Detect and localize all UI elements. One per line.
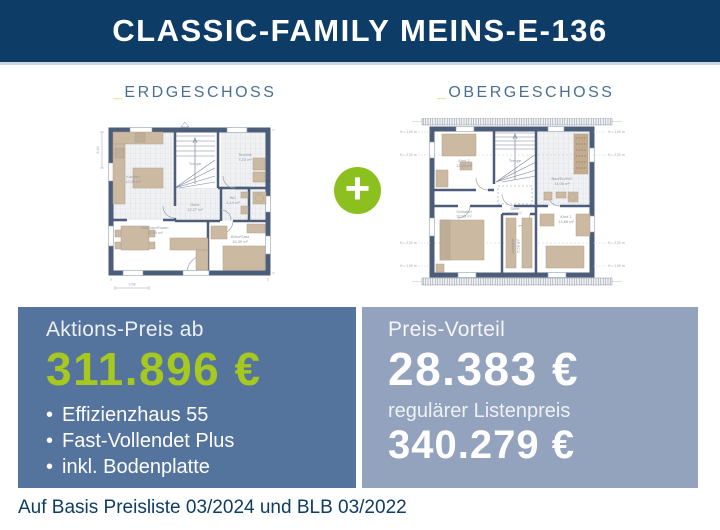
og-eaves	[412, 118, 622, 286]
price-basis-note: Auf Basis Preisliste 03/2024 und BLB 03/…	[18, 497, 407, 518]
room-label: Wohnen/Essen	[141, 225, 168, 230]
room-label: Kind 1	[560, 214, 572, 219]
room-area: 6,59 m²	[516, 239, 521, 253]
room-label: Bad/Du/WC	[551, 176, 572, 181]
list-item: • inkl. Bodenplatte	[46, 454, 356, 480]
room-label: Treppe	[509, 158, 522, 163]
height-mark: H = 1,00 m	[608, 130, 625, 134]
eg-room-labels: Kochen 12,09 m² Treppe Technik 7,23 m² D…	[125, 152, 252, 244]
room-label: Schlafen	[456, 209, 472, 214]
room-area: 3,14 m²	[226, 200, 240, 205]
room-label: Treppe	[189, 161, 202, 166]
room-area: 7,23 m²	[238, 157, 252, 162]
list-price-label: regulärer Listenpreis	[388, 400, 571, 423]
list-item: • Fast-Vollendet Plus	[46, 428, 356, 454]
label-underscore: _	[113, 84, 125, 101]
eg-furniture	[112, 131, 267, 271]
room-area: 31,09 m²	[147, 230, 163, 235]
height-mark: H = 2,00 m	[400, 241, 417, 245]
room-area: 10,99 m²	[456, 214, 472, 219]
offer-price: 311.896 €	[46, 343, 262, 395]
room-area: 12,09 m²	[125, 179, 141, 184]
bullet-icon: •	[46, 456, 54, 479]
room-label: Ankleide	[510, 238, 515, 254]
bullet-text: inkl. Bodenplatte	[62, 456, 210, 479]
og-ceiling-opening	[497, 185, 533, 205]
og-stair	[494, 132, 537, 183]
list-price-value: 340.279 €	[388, 423, 575, 468]
height-mark: H = 2,00 m	[608, 241, 625, 245]
room-area: 10,39 m²	[232, 239, 248, 244]
bullet-icon: •	[46, 404, 54, 427]
bullet-text: Fast-Vollendet Plus	[62, 430, 235, 453]
eg-dimensions	[100, 121, 275, 290]
og-furniture	[435, 133, 591, 273]
og-height-annotations: H = 1,00 m H = 2,00 m H = 2,00 m H = 1,0…	[400, 130, 625, 268]
room-area: 11,06 m²	[554, 181, 570, 186]
bullet-icon: •	[46, 430, 54, 453]
room-label: Technik	[238, 152, 252, 157]
height-mark: H = 2,00 m	[400, 153, 417, 157]
label-underscore: _	[437, 84, 449, 101]
scale-width-label: 9,58	[129, 283, 136, 287]
og-walls	[429, 126, 595, 278]
room-area: 13,86 m²	[558, 219, 574, 224]
header-separator	[0, 62, 720, 65]
eg-stair	[174, 135, 216, 189]
header-bar: CLASSIC-FAMILY MEINS-E-136	[0, 0, 720, 62]
room-label: Kochen	[126, 174, 140, 179]
room-label: Kind 2	[458, 158, 470, 163]
offer-title: Aktions-Preis ab	[46, 318, 204, 341]
og-room-labels: Kind 2 12,05 m² Treppe Bad/Du/WC 11,06 m…	[456, 158, 574, 254]
obergeschoss-floorplan: Kind 2 12,05 m² Treppe Bad/Du/WC 11,06 m…	[400, 118, 625, 286]
plus-glyph: +	[344, 164, 371, 213]
plus-icon: +	[334, 167, 381, 214]
height-mark: H = 1,00 m	[400, 130, 417, 134]
erdgeschoss-floorplan: Kochen 12,09 m² Treppe Technik 7,23 m² D…	[96, 121, 275, 290]
height-mark: H = 1,00 m	[608, 264, 625, 268]
obergeschoss-label-text: OBERGESCHOSS	[448, 84, 615, 101]
og-windows	[429, 126, 595, 278]
room-label: Diele	[510, 206, 520, 211]
height-mark: H = 2,00 m	[608, 153, 625, 157]
room-area: 12,27 m²	[187, 207, 203, 212]
bullet-text: Effizienzhaus 55	[62, 404, 209, 427]
room-area: 12,05 m²	[456, 163, 472, 168]
offer-bullet-list: • Effizienzhaus 55 • Fast-Vollendet Plus…	[46, 402, 356, 480]
room-label: WC	[230, 195, 237, 200]
advantage-panel: Preis-Vorteil 28.383 € regulärer Listenp…	[362, 307, 698, 488]
room-area: 7,36 m²	[508, 211, 522, 216]
obergeschoss-label: _OBERGESCHOSS	[437, 84, 614, 102]
og-door-arcs	[457, 177, 561, 227]
room-label: Diele	[190, 202, 200, 207]
list-item: • Effizienzhaus 55	[46, 402, 356, 428]
advantage-price: 28.383 €	[388, 343, 580, 395]
erdgeschoss-label-text: ERDGESCHOSS	[124, 84, 277, 101]
offer-panel: Aktions-Preis ab 311.896 € • Effizienzha…	[18, 307, 356, 488]
erdgeschoss-label: _ERDGESCHOSS	[113, 84, 276, 102]
height-mark: H = 1,00 m	[400, 264, 417, 268]
room-label: Büro/Gast	[231, 234, 250, 239]
scale-height-label: 8,48	[96, 147, 100, 154]
page-title: CLASSIC-FAMILY MEINS-E-136	[112, 13, 608, 48]
advantage-title: Preis-Vorteil	[388, 318, 506, 341]
